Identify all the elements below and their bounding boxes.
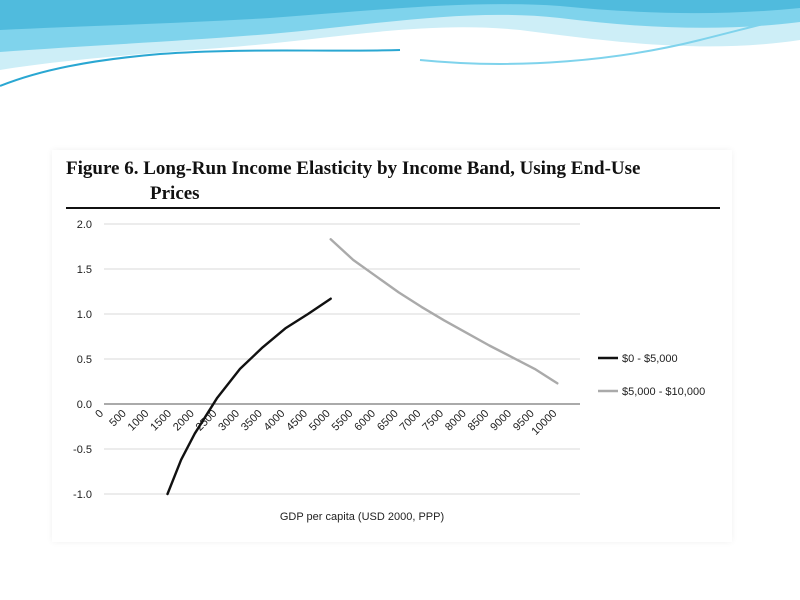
x-tick-label: 7500	[420, 408, 446, 434]
figure-title-line1: Figure 6. Long-Run Income Elasticity by …	[66, 158, 641, 179]
y-tick-label: 1.5	[77, 264, 92, 276]
x-tick-label: 0	[93, 408, 106, 421]
x-tick-label: 8000	[443, 408, 469, 434]
x-tick-label: 5000	[307, 408, 333, 434]
x-tick-label: 4500	[284, 408, 310, 434]
x-tick-label: 6500	[375, 408, 401, 434]
y-tick-label: 1.0	[77, 309, 92, 321]
y-tick-label: 2.0	[77, 219, 92, 231]
banner-swoosh-right	[419, 14, 800, 65]
x-tick-label: 3000	[216, 408, 242, 434]
y-tick-label: -0.5	[73, 444, 92, 456]
x-tick-label: 8500	[466, 408, 492, 434]
x-axis-title: GDP per capita (USD 2000, PPP)	[280, 511, 444, 523]
header-wave-banner	[0, 0, 800, 87]
x-tick-label: 6000	[352, 408, 378, 434]
figure-title: Figure 6. Long-Run Income Elasticity by …	[66, 156, 716, 206]
series-line-2	[329, 238, 559, 385]
x-tick-label: 10000	[529, 408, 559, 438]
figure-title-line2: Prices	[150, 183, 200, 204]
y-tick-label: 0.0	[77, 399, 92, 411]
title-rule	[66, 207, 720, 209]
y-tick-label: -1.0	[73, 489, 92, 501]
x-tick-label: 1000	[126, 408, 152, 434]
x-tick-label: 3500	[239, 408, 265, 434]
figure-panel	[52, 150, 732, 542]
series-line-1	[166, 297, 332, 496]
legend-label-2: $5,000 - $10,000	[622, 386, 705, 398]
legend-label-1: $0 - $5,000	[622, 353, 678, 365]
x-tick-label: 7000	[398, 408, 424, 434]
x-tick-label: 9000	[488, 408, 514, 434]
x-tick-label: 4000	[262, 408, 288, 434]
x-tick-label: 1500	[148, 408, 174, 434]
y-tick-label: 0.5	[77, 354, 92, 366]
x-tick-label: 2000	[171, 408, 197, 434]
x-tick-label: 5500	[330, 408, 356, 434]
banner-dark-wave	[0, 0, 800, 30]
banner-swoosh-left	[0, 49, 401, 87]
